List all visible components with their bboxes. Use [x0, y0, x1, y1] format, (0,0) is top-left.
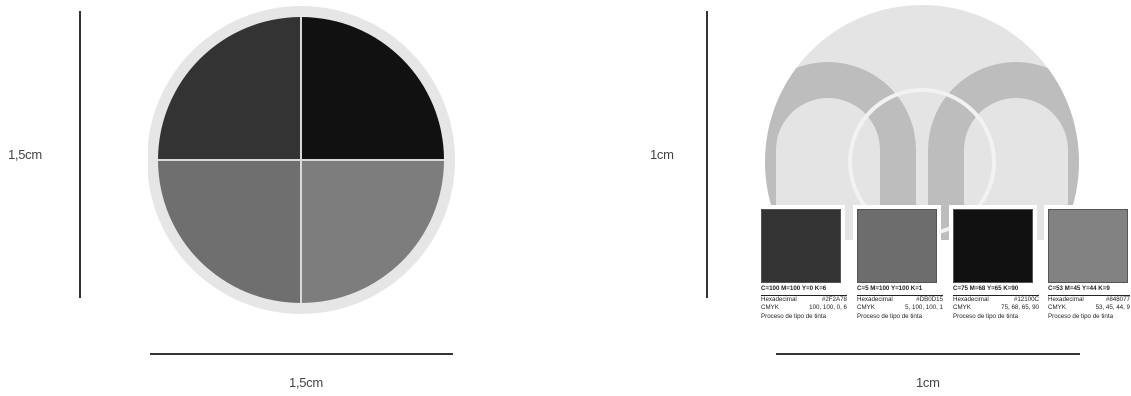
swatch-cmyk-label: CMYK: [857, 304, 875, 312]
quartered-circle-logo: [148, 6, 455, 314]
swatch-hex-label: Hexadecimal: [953, 295, 989, 303]
arches-logo: [765, 5, 1079, 240]
right-height-label: 1cm: [650, 147, 674, 162]
swatch-cmyk-label: CMYK: [761, 304, 779, 312]
swatch-hex-label: Hexadecimal: [857, 295, 893, 303]
right-width-dimension-line: [776, 353, 1080, 355]
swatch-hex-value: #2F2A78: [821, 295, 847, 303]
swatch-process: Proceso de tipo de tinta: [1048, 312, 1114, 320]
swatch-process: Proceso de tipo de tinta: [761, 312, 827, 320]
swatch-color-sample: [953, 209, 1033, 283]
swatch-cmyk-value: 5, 100, 100, 1: [905, 304, 943, 312]
logo-quadrant-bottom-right: [301, 160, 444, 303]
color-swatch-2: C=5 M=100 Y=100 K=1 Hexadecimal #DB0D15 C…: [853, 205, 943, 341]
swatch-process: Proceso de tipo de tinta: [857, 312, 923, 320]
swatch-hex-label: Hexadecimal: [761, 295, 797, 303]
logo-right-arch: [928, 62, 1079, 240]
swatch-cmyk-title: C=75 M=68 Y=65 K=90: [953, 285, 1039, 296]
logo-quadrant-top-left: [158, 17, 301, 160]
color-swatch-4: C=53 M=45 Y=44 K=9 Hexadecimal #848077 CM…: [1044, 205, 1130, 341]
swatch-hex-label: Hexadecimal: [1048, 295, 1084, 303]
logo-quadrant-bottom-left: [158, 160, 301, 303]
left-width-dimension-line: [150, 353, 453, 355]
left-height-dimension-line: [79, 11, 81, 298]
left-height-label: 1,5cm: [8, 147, 42, 162]
swatch-cmyk-title: C=100 M=100 Y=0 K=6: [761, 285, 847, 296]
swatch-hex-value: #DB0D15: [916, 295, 943, 303]
swatch-hex-value: #12100C: [1013, 295, 1039, 303]
color-swatch-1: C=100 M=100 Y=0 K=6 Hexadecimal #2F2A78 C…: [757, 205, 847, 341]
logo-left-arch: [765, 62, 916, 240]
swatch-cmyk-value: 75, 68, 65, 90: [1001, 304, 1039, 312]
swatch-color-sample: [1048, 209, 1128, 283]
right-height-dimension-line: [706, 11, 708, 298]
swatch-cmyk-label: CMYK: [1048, 304, 1066, 312]
color-swatch-3: C=75 M=68 Y=65 K=90 Hexadecimal #12100C C…: [949, 205, 1039, 341]
right-width-label: 1cm: [916, 375, 940, 390]
swatch-process: Proceso de tipo de tinta: [953, 312, 1019, 320]
swatch-cmyk-value: 53, 45, 44, 9: [1095, 304, 1130, 312]
swatch-cmyk-title: C=53 M=45 Y=44 K=9: [1048, 285, 1130, 296]
left-width-label: 1,5cm: [289, 375, 323, 390]
swatch-hex-value: #848077: [1105, 295, 1130, 303]
logo-quadrant-top-right: [301, 17, 444, 160]
swatch-color-sample: [857, 209, 937, 283]
swatch-cmyk-value: 100, 100, 0, 6: [809, 304, 847, 312]
swatch-cmyk-title: C=5 M=100 Y=100 K=1: [857, 285, 943, 296]
swatch-cmyk-label: CMYK: [953, 304, 971, 312]
swatch-color-sample: [761, 209, 841, 283]
